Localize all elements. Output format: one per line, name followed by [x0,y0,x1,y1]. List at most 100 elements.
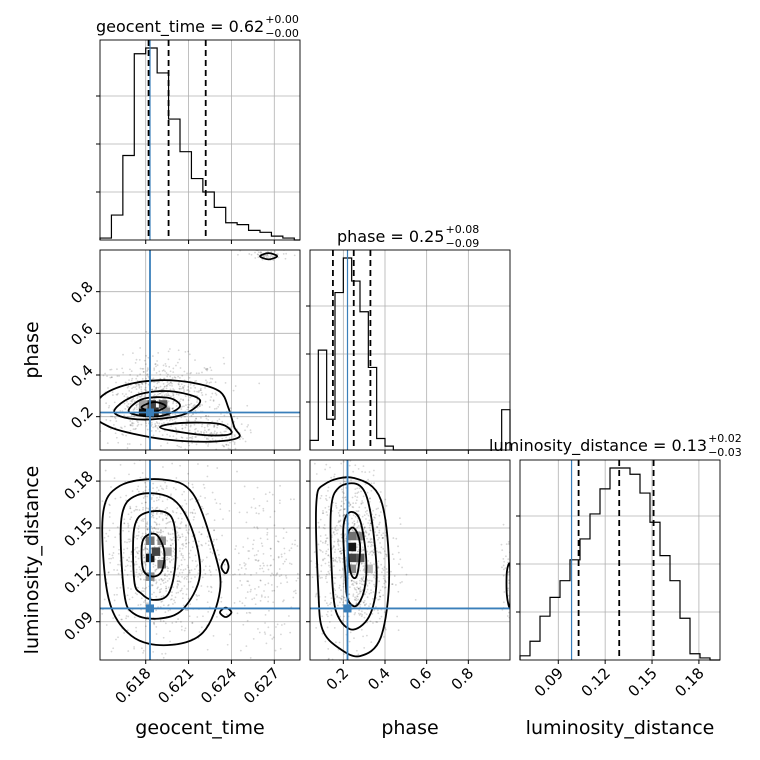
sample-point [338,520,341,523]
sample-point [366,491,369,494]
sample-point [340,447,342,449]
sample-point [129,565,132,567]
sample-point [166,381,169,384]
sample-point [188,403,191,406]
sample-point [195,417,197,420]
sample-point [384,586,387,589]
sample-point [154,425,156,428]
sample-point [326,514,329,516]
sample-point [265,256,268,259]
sample-point [310,560,313,563]
sample-point [172,393,174,395]
sample-point [508,579,510,582]
sample-point [338,584,341,587]
sample-point [131,387,133,390]
sample-point [352,470,355,473]
sample-point [265,255,268,257]
sample-point [152,563,155,566]
sample-point [264,596,267,599]
sample-point [385,568,388,570]
sample-point [360,577,363,579]
sample-point [205,367,207,370]
sample-point [357,598,360,601]
sample-point [127,615,130,618]
sample-point [507,587,510,590]
sample-point [188,353,191,356]
sample-point [141,587,144,590]
density-cell [163,547,172,556]
sample-point [178,400,181,403]
truth-marker [146,604,154,613]
sample-point [138,525,140,527]
sample-point [150,421,153,424]
sample-point [191,622,194,625]
sample-point [267,254,269,256]
sample-point [197,463,199,465]
sample-point [277,556,280,559]
sample-point [383,566,386,569]
sample-point [354,581,356,584]
sample-point [511,609,513,611]
sample-point [338,514,341,517]
sample-point [327,657,330,660]
sample-point [365,603,368,605]
sample-point [398,563,400,565]
sample-point [139,603,142,606]
y-tick-label: 0.15 [60,514,96,550]
density-cell [157,559,166,569]
sample-point [213,425,216,428]
sample-point [348,540,351,542]
sample-point [314,595,317,598]
sample-point [319,518,322,521]
sample-point [118,375,120,377]
sample-point [337,540,339,543]
sample-point [178,445,180,448]
sample-point [267,255,270,258]
sample-point [206,381,208,384]
sample-point [357,612,360,615]
sample-point [206,455,208,457]
sample-point [135,626,137,629]
sample-point [140,394,143,397]
sample-point [130,379,133,382]
sample-point [164,652,167,655]
sample-point [255,593,258,596]
sample-point [212,399,215,402]
sample-point [179,581,182,584]
sample-point [247,580,250,583]
sample-point [262,570,265,573]
sample-point [187,406,190,409]
sample-point [232,573,234,576]
sample-point [172,603,174,605]
sample-point [165,590,168,592]
sample-point [201,404,204,406]
sample-point [353,523,356,525]
sample-point [127,650,130,652]
sample-point [166,394,169,397]
panel-frame [309,459,511,661]
sample-point [282,537,285,539]
sample-point [182,543,184,545]
sample-point [217,553,220,556]
sample-point [155,582,158,585]
sample-point [172,547,175,550]
sample-point [372,544,375,547]
x-tick-label: 0.15 [625,664,661,700]
sample-point [213,529,216,532]
sample-point [137,490,140,493]
sample-point [366,588,369,591]
sample-point [246,537,249,540]
sample-point [324,640,327,643]
sample-point [507,558,510,561]
sample-point [271,589,274,592]
sample-point [205,442,208,445]
sample-point [160,601,163,603]
sample-point [354,612,357,614]
title-geocent-time: geocent_time = 0.62 +0.00 −0.00 [96,13,299,40]
sample-point [152,566,155,568]
sample-point [378,591,381,594]
sample-point [162,382,165,385]
sample-point [174,376,177,379]
sample-point [167,400,170,403]
sample-point [107,387,109,389]
